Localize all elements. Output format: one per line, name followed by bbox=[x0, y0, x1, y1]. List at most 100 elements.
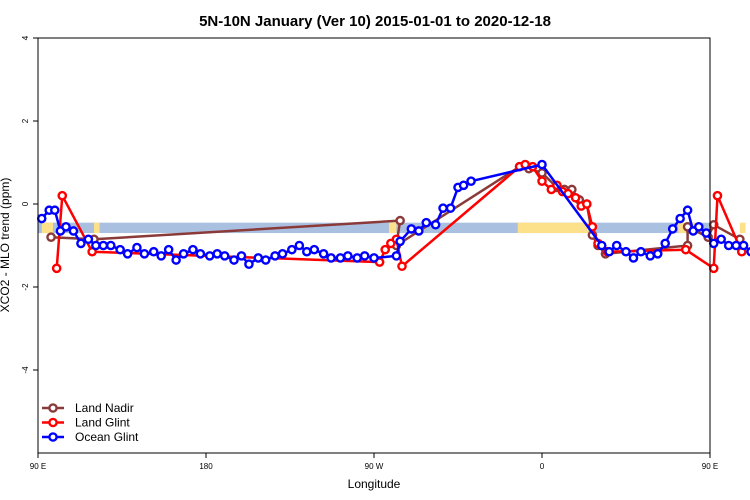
data-point bbox=[318, 248, 329, 259]
data-point bbox=[287, 244, 297, 255]
data-point bbox=[132, 242, 142, 253]
data-point bbox=[91, 240, 101, 251]
legend-label: Ocean Glint bbox=[75, 430, 139, 444]
y-tick-label: 0 bbox=[21, 201, 30, 206]
data-point bbox=[163, 244, 174, 255]
data-point bbox=[277, 248, 288, 259]
data-point bbox=[391, 251, 402, 261]
data-point bbox=[438, 203, 448, 213]
data-point bbox=[50, 205, 60, 216]
ocean-band bbox=[38, 222, 710, 234]
chart-title: 5N-10N January (Ver 10) 2015-01-01 to 20… bbox=[199, 13, 551, 30]
data-point bbox=[380, 244, 391, 255]
data-point bbox=[139, 248, 150, 259]
data-point bbox=[156, 251, 166, 261]
data-point bbox=[413, 226, 424, 236]
data-point bbox=[301, 246, 312, 257]
x-tick-label: 90 E bbox=[30, 462, 46, 471]
data-point bbox=[667, 224, 678, 234]
data-point bbox=[458, 180, 469, 191]
data-point bbox=[716, 234, 727, 245]
data-point bbox=[596, 240, 607, 251]
legend-item: Land Nadir bbox=[42, 401, 134, 415]
data-point bbox=[343, 251, 353, 261]
data-point bbox=[309, 244, 320, 255]
data-point bbox=[628, 253, 639, 263]
data-point bbox=[430, 219, 441, 230]
data-point bbox=[746, 247, 750, 257]
data-point bbox=[171, 255, 181, 265]
land-ocean-strip bbox=[38, 222, 746, 234]
x-tick-label: 180 bbox=[199, 462, 213, 471]
data-point bbox=[708, 263, 719, 274]
data-point bbox=[712, 190, 723, 201]
data-point bbox=[395, 215, 405, 226]
data-point bbox=[621, 246, 631, 257]
data-point bbox=[122, 248, 133, 259]
data-point bbox=[229, 255, 239, 265]
data-point bbox=[723, 240, 734, 251]
data-point bbox=[537, 176, 547, 186]
data-point bbox=[359, 251, 370, 261]
data-point bbox=[61, 222, 71, 232]
data-point bbox=[36, 213, 47, 224]
data-point bbox=[611, 240, 622, 251]
data-point bbox=[68, 226, 79, 236]
data-point bbox=[708, 238, 719, 249]
legend-label: Land Nadir bbox=[75, 401, 134, 415]
data-point bbox=[445, 203, 456, 213]
series-ocean-glint bbox=[36, 159, 750, 269]
y-axis-label: XCO2 - MLO trend (ppm) bbox=[0, 178, 12, 313]
y-tick-label: -2 bbox=[21, 283, 30, 291]
x-tick-label: 0 bbox=[540, 462, 545, 471]
data-point bbox=[537, 159, 547, 170]
x-tick-label: 90 W bbox=[365, 462, 384, 471]
x-tick-label: 90 E bbox=[702, 462, 718, 471]
data-point bbox=[570, 192, 581, 203]
data-point bbox=[98, 240, 109, 251]
legend-item: Ocean Glint bbox=[42, 430, 139, 444]
data-point bbox=[83, 234, 94, 245]
data-point bbox=[57, 190, 68, 201]
data-point bbox=[244, 259, 254, 269]
data-point bbox=[395, 236, 405, 247]
legend-label: Land Glint bbox=[75, 416, 130, 430]
data-point bbox=[694, 222, 704, 232]
data-point bbox=[680, 244, 691, 255]
series-layer bbox=[36, 159, 750, 274]
data-point bbox=[188, 244, 198, 255]
data-point bbox=[352, 253, 363, 263]
data-point bbox=[253, 253, 264, 263]
data-point bbox=[369, 253, 379, 263]
y-tick-label: 2 bbox=[21, 118, 30, 123]
data-point bbox=[738, 240, 749, 251]
data-point bbox=[582, 199, 592, 209]
land-segment bbox=[517, 222, 589, 234]
data-point bbox=[212, 248, 222, 259]
legend-marker bbox=[48, 417, 58, 428]
data-point bbox=[46, 232, 56, 242]
data-point bbox=[731, 240, 741, 251]
data-point bbox=[219, 251, 230, 261]
land-segment bbox=[41, 222, 53, 234]
legend-item: Land Glint bbox=[42, 416, 130, 430]
data-point bbox=[335, 253, 346, 263]
y-tick-label: 4 bbox=[21, 35, 30, 40]
data-point bbox=[195, 248, 206, 259]
data-point bbox=[178, 248, 189, 259]
data-point bbox=[660, 238, 671, 249]
data-point bbox=[294, 240, 305, 251]
land-segment bbox=[739, 222, 746, 234]
data-point bbox=[148, 246, 159, 257]
legend-marker bbox=[48, 403, 58, 413]
data-point bbox=[326, 253, 336, 263]
data-point bbox=[270, 251, 280, 261]
data-point bbox=[682, 205, 693, 216]
data-point bbox=[645, 251, 656, 261]
data-point bbox=[115, 244, 125, 255]
data-point bbox=[204, 251, 215, 261]
data-point bbox=[636, 246, 646, 257]
y-axis: -4 -2 0 2 4 bbox=[21, 35, 38, 374]
